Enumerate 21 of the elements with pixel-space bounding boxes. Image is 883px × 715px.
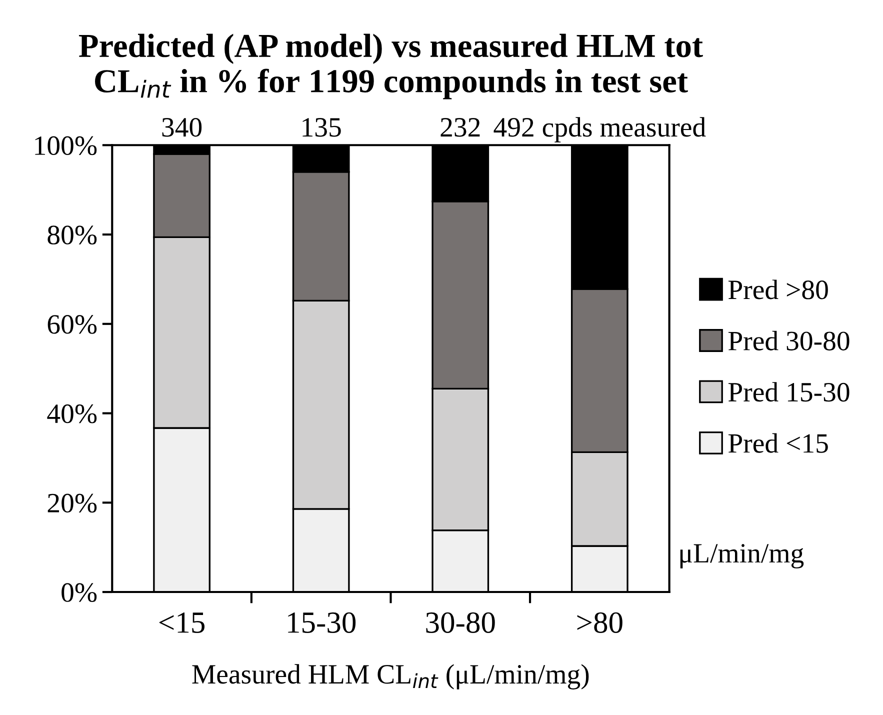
legend-label: Pred 15-30 xyxy=(728,382,850,402)
y-tick-label: 100% xyxy=(35,136,97,156)
chart-title: Predicted (AP model) vs measured HLM tot CL$_{int}$ in % for 1199 compounds in test set xyxy=(78,34,703,100)
legend-label: Pred >80 xyxy=(728,280,828,300)
y-tick-label: 80% xyxy=(48,226,97,245)
annotation: 492 cpds measured xyxy=(494,117,706,142)
x-tick-label: 30-80 xyxy=(426,612,495,633)
y-tick-label: 40% xyxy=(47,404,97,424)
legend-label: Pred <15 xyxy=(728,433,828,453)
annotation: 232 xyxy=(440,118,480,137)
text: μL/min/mg xyxy=(680,544,804,568)
annotation: 135 xyxy=(302,118,341,137)
x-tick-label: 15-30 xyxy=(288,612,356,633)
x-axis-title: Measured HLM CL$_{int}$ (μL/min/mg) xyxy=(192,664,589,690)
y-tick-label: 0% xyxy=(62,583,97,602)
y-tick-label: 60% xyxy=(48,315,97,334)
annotation: 340 xyxy=(162,118,202,137)
x-tick-label: >80 xyxy=(577,612,622,633)
legend-label: Pred 30-80 xyxy=(728,330,850,350)
x-tick-label: <15 xyxy=(159,612,204,633)
y-tick-label: 20% xyxy=(48,494,97,513)
